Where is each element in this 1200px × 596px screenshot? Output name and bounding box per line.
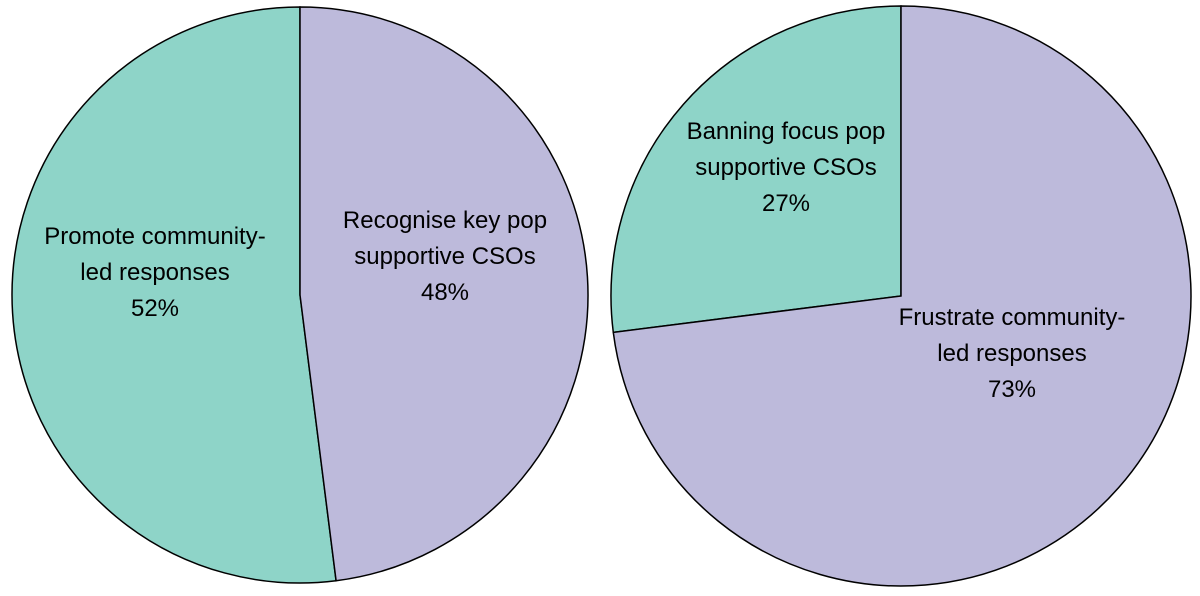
pie-chart-right: Banning focus pop supportive CSOs 27% Frust… xyxy=(610,5,1192,587)
slice-name-line: Banning focus pop xyxy=(687,118,886,145)
slice-frustrate-community-led xyxy=(612,5,1192,587)
slice-banning-focus-pop-label: Banning focus pop supportive CSOs 27% xyxy=(687,118,886,217)
slice-banning-focus-pop xyxy=(610,5,902,334)
slice-frustrate-community-led-label: Frustrate community-led responses 73% xyxy=(899,304,1126,403)
slice-name-line: led responses xyxy=(937,340,1086,367)
slice-recognise-key-pop xyxy=(299,6,589,582)
slice-value-label: 52% xyxy=(131,295,179,322)
slice-name-line: Recognise key pop xyxy=(343,207,547,234)
slice-value-label: 27% xyxy=(762,190,810,217)
slice-name-line: supportive CSOs xyxy=(354,243,535,270)
slice-value-label: 73% xyxy=(988,376,1036,403)
slice-name-line: Frustrate community- xyxy=(899,304,1126,331)
slice-name-line: led responses xyxy=(80,259,229,286)
slice-promote-community-led-label: Promote community-led responses 52% xyxy=(44,223,265,322)
slice-promote-community-led xyxy=(11,6,337,584)
slice-name-line: supportive CSOs xyxy=(695,154,876,181)
slice-value-label: 48% xyxy=(421,279,469,306)
slice-name-line: Promote community- xyxy=(44,223,265,250)
pie-chart-left: Promote community-led responses 52% Recogn… xyxy=(11,6,589,584)
slice-recognise-key-pop-label: Recognise key pop supportive CSOs 48% xyxy=(343,207,547,306)
